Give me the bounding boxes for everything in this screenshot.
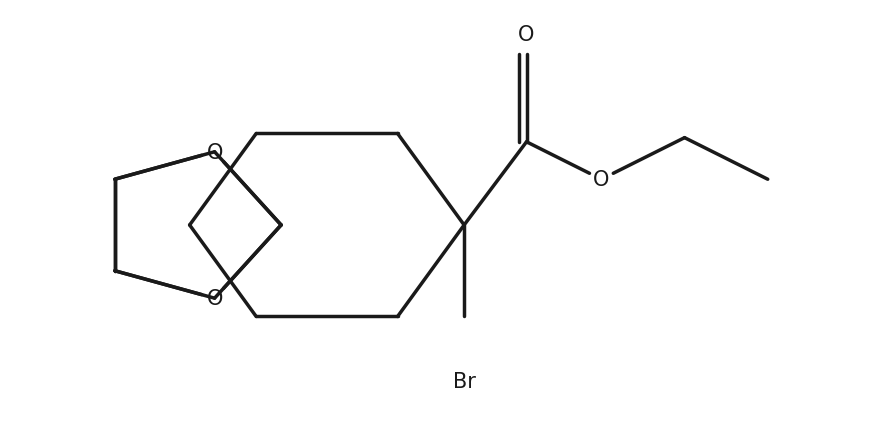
Text: Br: Br (452, 371, 475, 391)
Text: O: O (593, 170, 609, 190)
Text: O: O (207, 288, 223, 308)
Text: O: O (518, 26, 534, 45)
Text: O: O (207, 142, 223, 162)
